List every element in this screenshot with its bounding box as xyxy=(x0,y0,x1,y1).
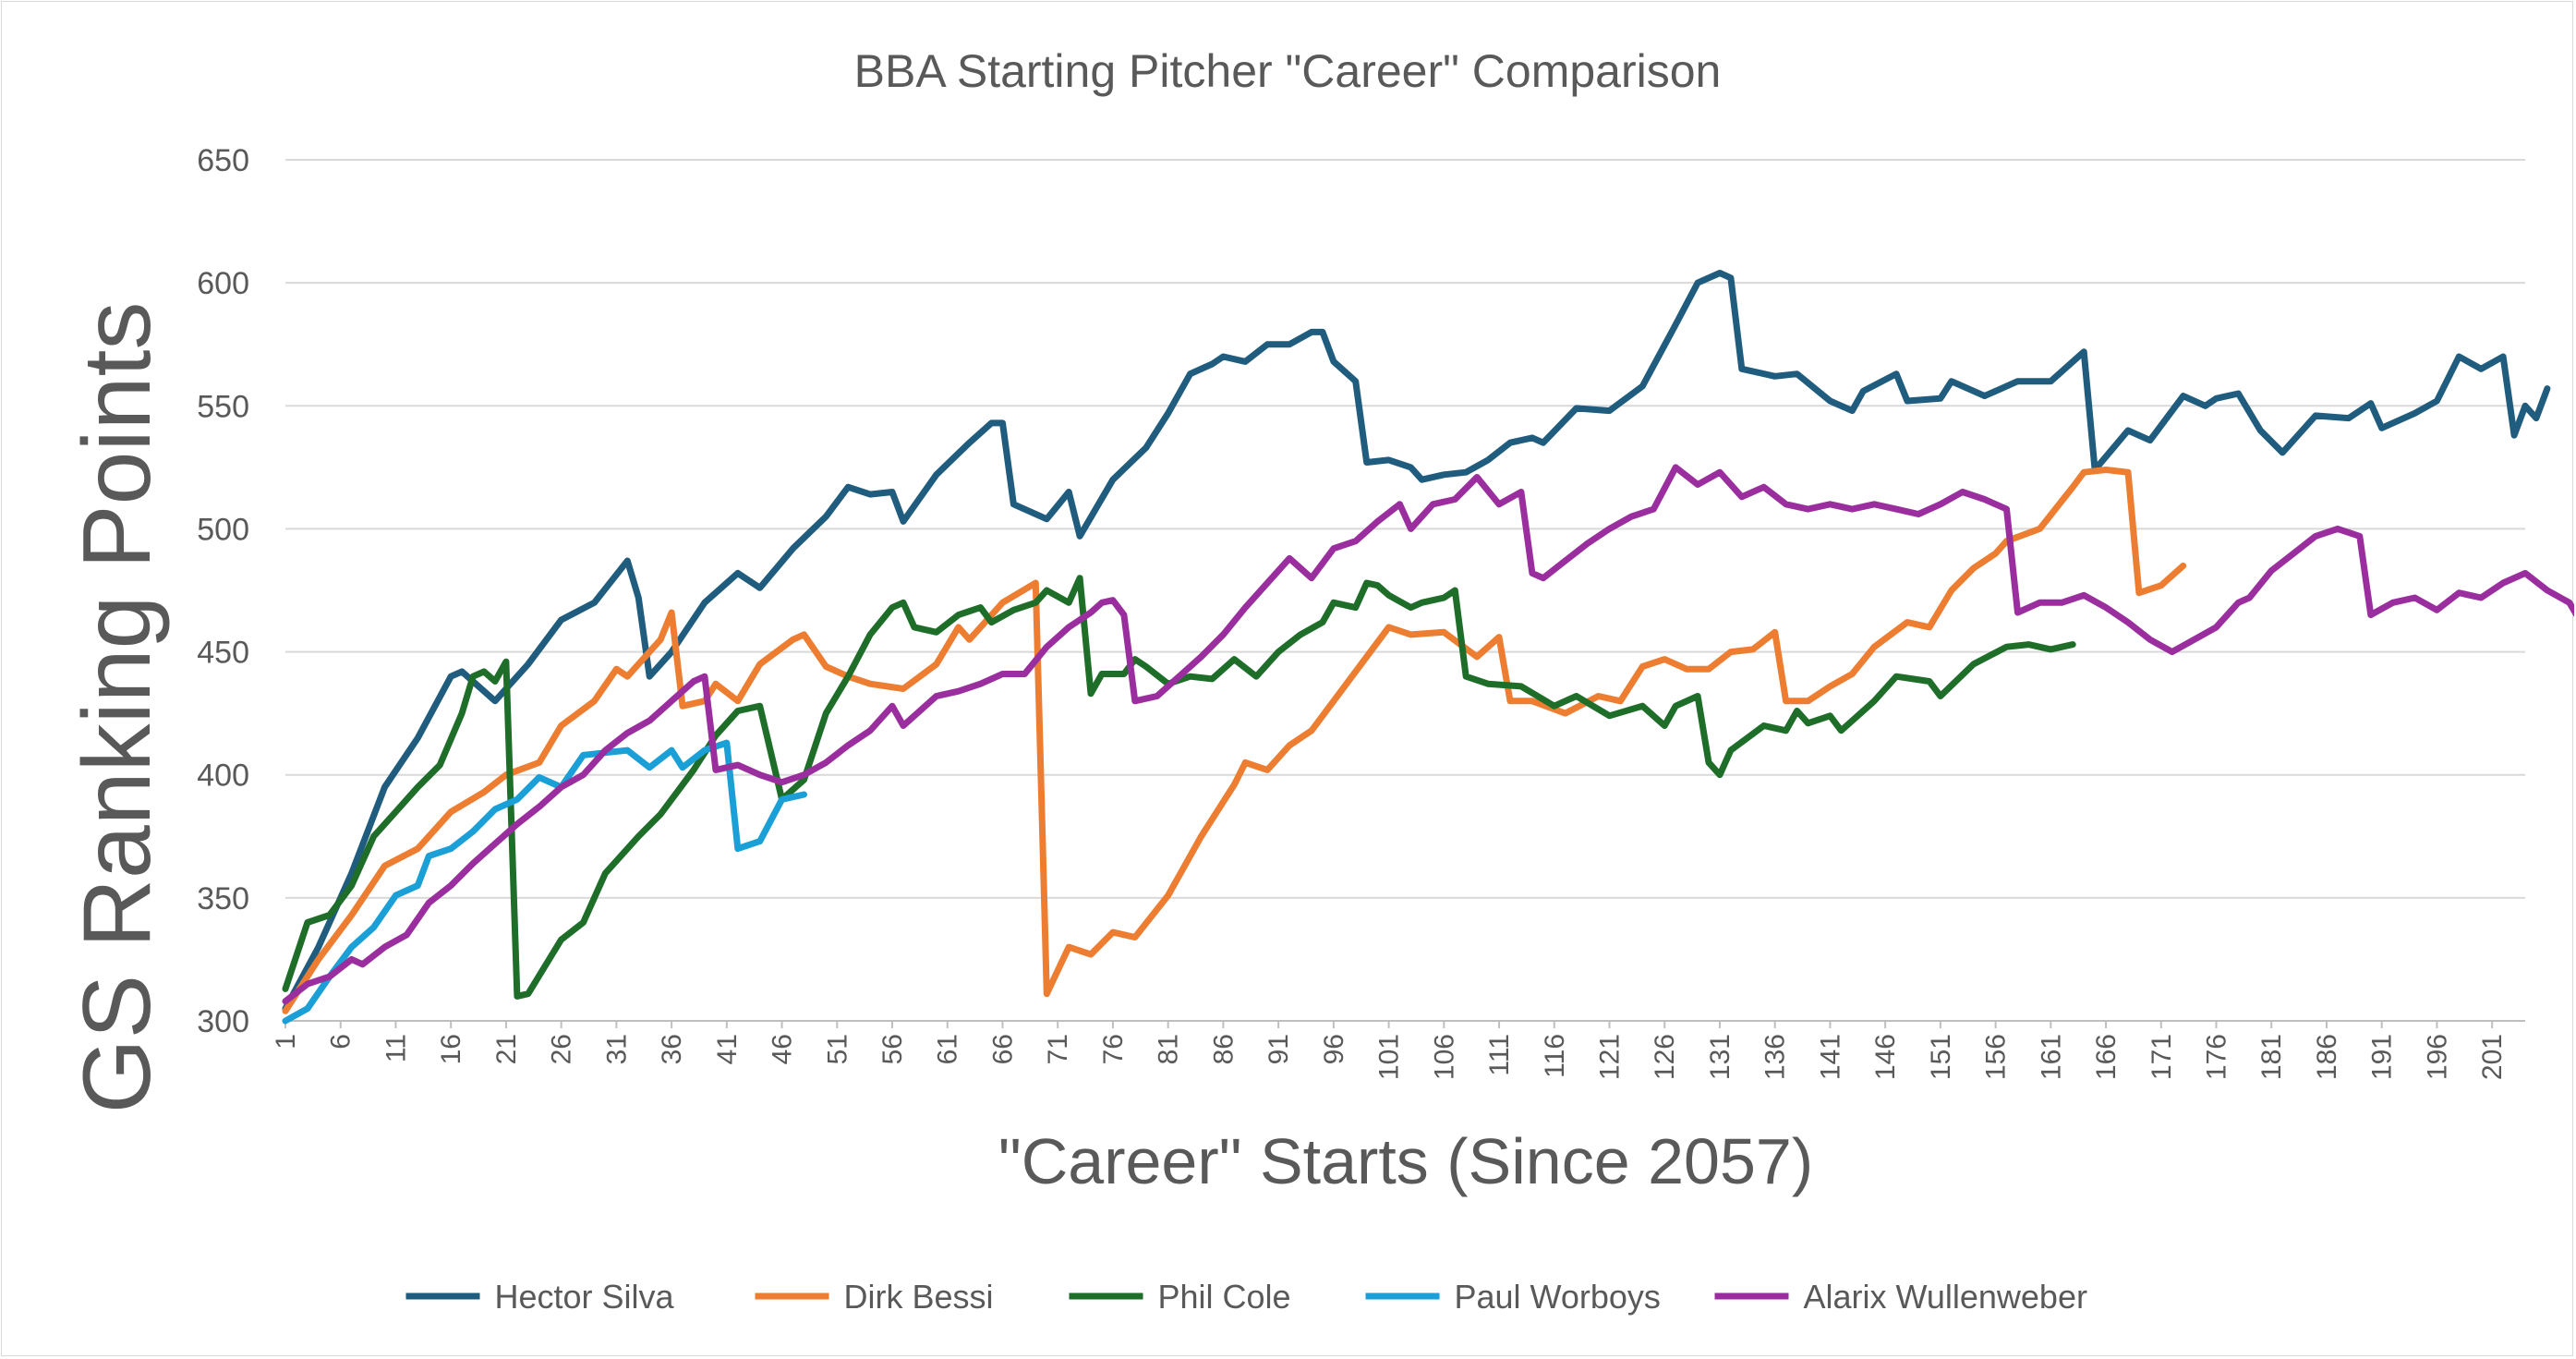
series-lines xyxy=(282,270,2574,1025)
x-tick-label: 106 xyxy=(1429,1034,1459,1080)
series-line-phil-cole xyxy=(282,575,2076,1000)
x-tick-label: 186 xyxy=(2312,1034,2342,1080)
x-tick-label: 76 xyxy=(1098,1034,1129,1064)
x-axis-label: "Career" Starts (Since 2057) xyxy=(998,1125,1813,1197)
x-tick-label: 116 xyxy=(1540,1034,1570,1078)
x-tick-label: 101 xyxy=(1374,1034,1405,1080)
y-axis-ticks: 300 350 400 450 500 550 600 650 xyxy=(197,143,249,1039)
chart-title: BBA Starting Pitcher "Career" Comparison xyxy=(854,45,1722,97)
y-tick-label: 450 xyxy=(197,636,249,671)
x-tick-label: 31 xyxy=(601,1034,632,1064)
x-tick-label: 41 xyxy=(712,1034,743,1064)
x-tick-label: 91 xyxy=(1264,1034,1294,1064)
y-tick-label: 300 xyxy=(197,1004,249,1039)
y-tick-label: 400 xyxy=(197,758,249,794)
x-tick-label: 26 xyxy=(547,1034,577,1064)
x-tick-label: 56 xyxy=(877,1034,908,1064)
x-tick-label: 151 xyxy=(1926,1034,1956,1080)
x-tick-label: 181 xyxy=(2256,1034,2287,1080)
y-tick-label: 550 xyxy=(197,389,249,424)
x-axis-ticks: 1 6 11 16 21 26 31 36 41 46 51 56 61 66 71 76 81 86 91 96 10… xyxy=(271,1021,2508,1080)
x-tick-label: 6 xyxy=(326,1034,357,1050)
x-tick-label: 156 xyxy=(1981,1034,2012,1080)
x-tick-label: 21 xyxy=(491,1034,522,1064)
x-tick-label: 36 xyxy=(657,1034,687,1064)
x-tick-label: 201 xyxy=(2477,1034,2508,1080)
x-tick-label: 81 xyxy=(1154,1034,1184,1064)
x-tick-label: 196 xyxy=(2422,1034,2452,1080)
x-tick-label: 191 xyxy=(2367,1034,2398,1080)
x-tick-label: 111 xyxy=(1484,1034,1515,1076)
series-line-paul-worboys xyxy=(282,739,807,1025)
x-tick-label: 131 xyxy=(1705,1034,1735,1080)
x-tick-label: 66 xyxy=(987,1034,1018,1064)
series-line-dirk-bessi xyxy=(282,467,2187,1014)
x-tick-label: 121 xyxy=(1594,1034,1625,1080)
x-tick-label: 71 xyxy=(1043,1034,1073,1064)
x-tick-label: 1 xyxy=(271,1034,301,1050)
x-tick-label: 136 xyxy=(1760,1034,1791,1080)
y-tick-label: 500 xyxy=(197,512,249,547)
x-tick-label: 126 xyxy=(1650,1034,1680,1080)
legend: Hector Silva Dirk Bessi Phil Cole Paul Worb… xyxy=(405,1278,2087,1316)
legend-label: Phil Cole xyxy=(1158,1278,1291,1316)
x-tick-label: 176 xyxy=(2202,1034,2232,1080)
x-tick-label: 16 xyxy=(436,1034,466,1064)
legend-label: Alarix Wullenweber xyxy=(1804,1278,2087,1316)
legend-label: Dirk Bessi xyxy=(844,1278,994,1316)
x-tick-label: 51 xyxy=(822,1034,853,1064)
y-tick-label: 650 xyxy=(197,143,249,178)
y-axis-label: GS Ranking Points xyxy=(64,302,171,1114)
x-tick-label: 46 xyxy=(768,1034,798,1064)
legend-label: Paul Worboys xyxy=(1455,1278,1661,1316)
legend-label: Hector Silva xyxy=(495,1278,675,1316)
series-line-hector-silva xyxy=(282,270,2551,1013)
series-line-alarix-wullenweber xyxy=(282,464,2574,1005)
y-tick-label: 600 xyxy=(197,266,249,301)
y-tick-label: 350 xyxy=(197,881,249,916)
x-tick-label: 146 xyxy=(1870,1034,1901,1080)
x-tick-label: 166 xyxy=(2091,1034,2122,1080)
x-tick-label: 86 xyxy=(1208,1034,1239,1064)
x-tick-label: 171 xyxy=(2147,1034,2177,1080)
gridlines xyxy=(285,159,2525,1022)
x-tick-label: 96 xyxy=(1319,1034,1349,1064)
x-tick-label: 141 xyxy=(1815,1034,1845,1080)
x-tick-label: 161 xyxy=(2036,1034,2066,1080)
x-tick-label: 11 xyxy=(381,1034,411,1062)
x-tick-label: 61 xyxy=(933,1034,963,1064)
